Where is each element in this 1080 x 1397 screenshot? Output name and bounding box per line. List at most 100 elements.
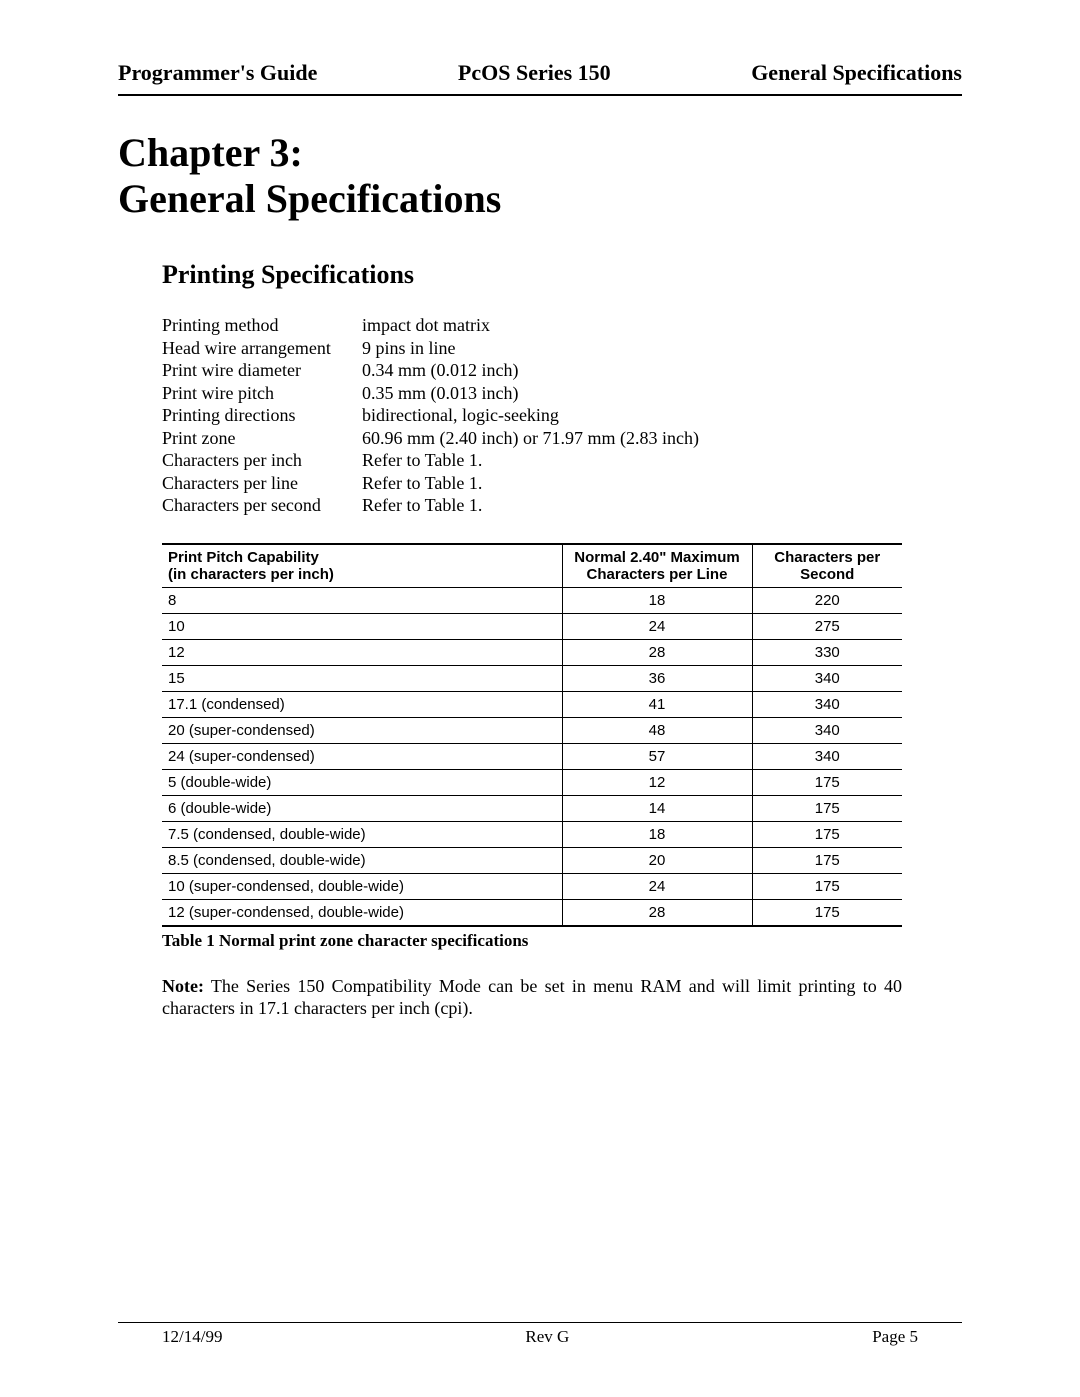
spec-row: Characters per lineRefer to Table 1.: [162, 472, 962, 495]
cell-pitch: 8: [162, 587, 562, 613]
table-caption: Table 1 Normal print zone character spec…: [162, 931, 962, 951]
spec-value: Refer to Table 1.: [362, 472, 962, 495]
document-page: Programmer's Guide PcOS Series 150 Gener…: [0, 0, 1080, 1397]
cell-pitch: 10: [162, 613, 562, 639]
page-footer: 12/14/99 Rev G Page 5: [118, 1322, 962, 1347]
cell-cpl: 24: [562, 873, 752, 899]
cell-cpl: 41: [562, 691, 752, 717]
col-header-pitch: Print Pitch Capability (in characters pe…: [162, 544, 562, 588]
spec-row: Printing directionsbidirectional, logic-…: [162, 404, 962, 427]
cell-cps: 175: [752, 899, 902, 926]
spec-label: Print wire diameter: [162, 359, 362, 382]
table-row: 24 (super-condensed)57340: [162, 743, 902, 769]
spec-row: Characters per inchRefer to Table 1.: [162, 449, 962, 472]
cell-cps: 175: [752, 873, 902, 899]
footer-row: 12/14/99 Rev G Page 5: [118, 1327, 962, 1347]
spec-value: 0.35 mm (0.013 inch): [362, 382, 962, 405]
cell-cpl: 24: [562, 613, 752, 639]
spec-row: Print wire diameter0.34 mm (0.012 inch): [162, 359, 962, 382]
col-header-line: Second: [800, 566, 854, 583]
cell-pitch: 6 (double-wide): [162, 795, 562, 821]
footer-page-number: Page 5: [872, 1327, 918, 1347]
spec-label: Print wire pitch: [162, 382, 362, 405]
cell-cps: 175: [752, 847, 902, 873]
cell-pitch: 15: [162, 665, 562, 691]
cell-cpl: 28: [562, 899, 752, 926]
cell-pitch: 7.5 (condensed, double-wide): [162, 821, 562, 847]
table-row: 12 (super-condensed, double-wide)28175: [162, 899, 902, 926]
cell-cpl: 18: [562, 821, 752, 847]
section-title: Printing Specifications: [162, 260, 962, 290]
spec-label: Characters per line: [162, 472, 362, 495]
cell-cpl: 48: [562, 717, 752, 743]
spec-value: bidirectional, logic-seeking: [362, 404, 962, 427]
cell-pitch: 8.5 (condensed, double-wide): [162, 847, 562, 873]
footer-revision: Rev G: [525, 1327, 569, 1347]
note-label: Note:: [162, 976, 204, 996]
cell-cps: 330: [752, 639, 902, 665]
header-right: General Specifications: [751, 60, 962, 86]
table-row: 8.5 (condensed, double-wide)20175: [162, 847, 902, 873]
cell-cps: 340: [752, 665, 902, 691]
table-row: 20 (super-condensed)48340: [162, 717, 902, 743]
cell-cps: 275: [752, 613, 902, 639]
spec-list: Printing methodimpact dot matrix Head wi…: [162, 314, 962, 517]
col-header-line: Print Pitch Capability: [168, 549, 319, 566]
note-paragraph: Note: The Series 150 Compatibility Mode …: [162, 975, 902, 1020]
spec-row: Print wire pitch0.35 mm (0.013 inch): [162, 382, 962, 405]
cell-cpl: 18: [562, 587, 752, 613]
table-row: 5 (double-wide)12175: [162, 769, 902, 795]
col-header-line: Characters per: [774, 549, 880, 566]
header-left: Programmer's Guide: [118, 60, 317, 86]
pitch-table: Print Pitch Capability (in characters pe…: [162, 543, 902, 927]
cell-pitch: 12: [162, 639, 562, 665]
cell-pitch: 10 (super-condensed, double-wide): [162, 873, 562, 899]
spec-label: Characters per inch: [162, 449, 362, 472]
cell-pitch: 17.1 (condensed): [162, 691, 562, 717]
col-header-line: (in characters per inch): [168, 566, 334, 583]
cell-cps: 340: [752, 743, 902, 769]
table-header-row: Print Pitch Capability (in characters pe…: [162, 544, 902, 588]
spec-value: 60.96 mm (2.40 inch) or 71.97 mm (2.83 i…: [362, 427, 962, 450]
cell-cpl: 57: [562, 743, 752, 769]
spec-label: Printing directions: [162, 404, 362, 427]
table-row: 1024275: [162, 613, 902, 639]
cell-cps: 175: [752, 821, 902, 847]
cell-pitch: 12 (super-condensed, double-wide): [162, 899, 562, 926]
spec-row: Print zone60.96 mm (2.40 inch) or 71.97 …: [162, 427, 962, 450]
header-rule: [118, 94, 962, 96]
spec-row: Printing methodimpact dot matrix: [162, 314, 962, 337]
cell-cps: 175: [752, 795, 902, 821]
table-row: 6 (double-wide)14175: [162, 795, 902, 821]
cell-pitch: 24 (super-condensed): [162, 743, 562, 769]
footer-date: 12/14/99: [162, 1327, 222, 1347]
cell-pitch: 5 (double-wide): [162, 769, 562, 795]
cell-cps: 220: [752, 587, 902, 613]
spec-label: Characters per second: [162, 494, 362, 517]
spec-row: Head wire arrangement9 pins in line: [162, 337, 962, 360]
cell-cpl: 36: [562, 665, 752, 691]
cell-cps: 340: [752, 717, 902, 743]
table-row: 1536340: [162, 665, 902, 691]
header-center: PcOS Series 150: [458, 60, 611, 86]
spec-value: Refer to Table 1.: [362, 494, 962, 517]
cell-cps: 340: [752, 691, 902, 717]
note-text: The Series 150 Compatibility Mode can be…: [162, 976, 902, 1019]
spec-value: 0.34 mm (0.012 inch): [362, 359, 962, 382]
col-header-cpl: Normal 2.40" Maximum Characters per Line: [562, 544, 752, 588]
cell-cpl: 12: [562, 769, 752, 795]
cell-pitch: 20 (super-condensed): [162, 717, 562, 743]
page-header: Programmer's Guide PcOS Series 150 Gener…: [118, 60, 962, 86]
table-row: 10 (super-condensed, double-wide)24175: [162, 873, 902, 899]
cell-cps: 175: [752, 769, 902, 795]
cell-cpl: 20: [562, 847, 752, 873]
spec-label: Print zone: [162, 427, 362, 450]
cell-cpl: 28: [562, 639, 752, 665]
col-header-cps: Characters per Second: [752, 544, 902, 588]
spec-value: impact dot matrix: [362, 314, 962, 337]
spec-label: Head wire arrangement: [162, 337, 362, 360]
spec-row: Characters per secondRefer to Table 1.: [162, 494, 962, 517]
table-row: 17.1 (condensed)41340: [162, 691, 902, 717]
chapter-title: Chapter 3: General Specifications: [118, 130, 962, 222]
table-row: 1228330: [162, 639, 902, 665]
